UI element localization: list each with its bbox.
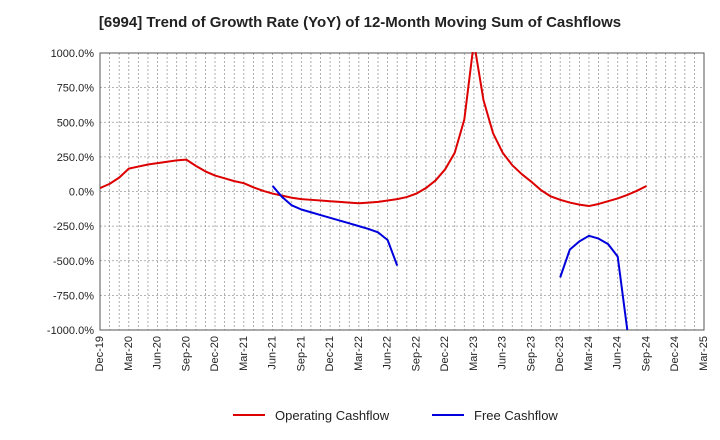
series-line-operating-cashflow: [100, 52, 647, 208]
grid-layer: [99, 52, 705, 331]
x-tick-label: Mar-20: [123, 336, 135, 371]
x-tick-label: Dec-24: [669, 336, 681, 371]
x-tick-label: Jun-20: [152, 336, 164, 370]
y-tick-label: 750.0%: [57, 83, 95, 95]
y-tick-label: -1000.0%: [47, 325, 94, 337]
x-tick-label: Mar-22: [353, 336, 365, 371]
legend-label: Free Cashflow: [474, 408, 558, 423]
x-tick-label: Sep-24: [640, 336, 652, 371]
x-tick-label: Dec-22: [439, 336, 451, 371]
x-tick-label: Sep-23: [525, 336, 537, 371]
x-tick-label: Mar-21: [238, 336, 250, 371]
y-tick-label: -500.0%: [53, 256, 94, 268]
x-tick-label: Mar-25: [698, 336, 710, 371]
chart-title: [6994] Trend of Growth Rate (YoY) of 12-…: [98, 14, 622, 31]
x-tick-label: Dec-19: [94, 336, 106, 371]
series-line-free-cashflow: [271, 185, 399, 266]
x-tick-label: Sep-22: [410, 336, 422, 371]
x-tick-label: Sep-20: [180, 336, 192, 371]
x-tick-label: Jun-23: [497, 336, 509, 370]
x-tick-label: Jun-24: [612, 336, 624, 370]
x-tick-label: Dec-21: [324, 336, 336, 371]
legend-layer: Operating Cashflow Free Cashflow: [233, 408, 558, 423]
x-tick-label: Sep-21: [295, 336, 307, 371]
x-tick-label: Mar-23: [468, 336, 480, 371]
x-tick-label: Dec-23: [554, 336, 566, 371]
y-tick-label: 0.0%: [69, 187, 94, 199]
x-tick-label: Jun-21: [267, 336, 279, 370]
x-tick-label: Jun-22: [382, 336, 394, 370]
series-line-free-cashflow: [559, 234, 629, 331]
legend-label: Operating Cashflow: [275, 408, 390, 423]
y-tick-label: 500.0%: [57, 117, 95, 129]
x-tick-label: Mar-24: [583, 336, 595, 371]
plot-frame: [99, 52, 705, 331]
y-tick-label: -250.0%: [53, 221, 94, 233]
series-layer: [100, 52, 647, 331]
x-tick-label: Dec-20: [209, 336, 221, 371]
y-tick-label: 250.0%: [57, 152, 95, 164]
axis-layer: 1000.0% 750.0% 500.0% 250.0% 0.0% -250.0% -500…: [47, 48, 710, 371]
y-tick-label: -750.0%: [53, 290, 94, 302]
y-tick-label: 1000.0%: [51, 48, 95, 60]
